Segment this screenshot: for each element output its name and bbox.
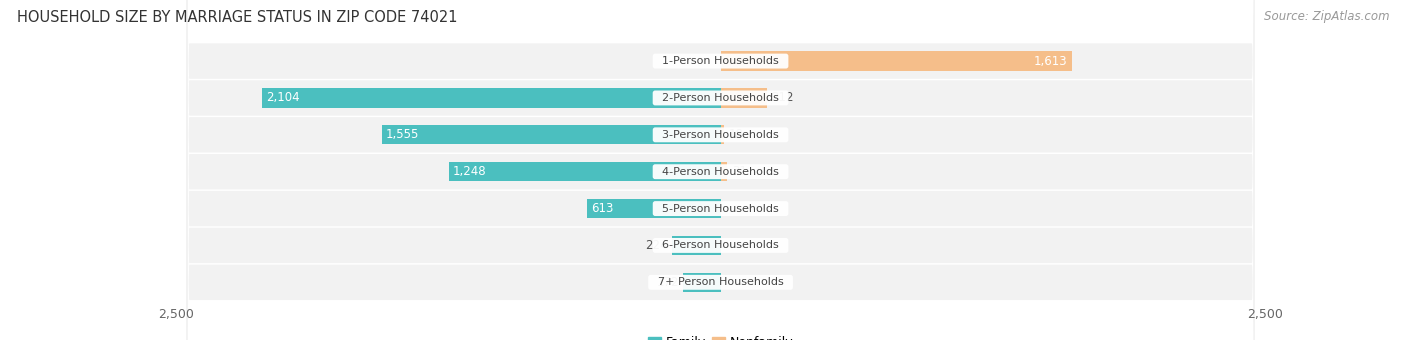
Bar (721, 125, 724, 144)
Bar (672, 236, 721, 255)
Bar (586, 199, 721, 218)
FancyBboxPatch shape (187, 0, 1254, 340)
Text: 1-Person Households: 1-Person Households (655, 56, 786, 66)
Bar (381, 125, 721, 144)
Bar (683, 273, 721, 292)
Legend: Family, Nonfamily: Family, Nonfamily (643, 331, 799, 340)
Text: 2,104: 2,104 (266, 91, 299, 104)
Text: 5-Person Households: 5-Person Households (655, 204, 786, 214)
Text: HOUSEHOLD SIZE BY MARRIAGE STATUS IN ZIP CODE 74021: HOUSEHOLD SIZE BY MARRIAGE STATUS IN ZIP… (17, 10, 457, 25)
Text: 18: 18 (728, 128, 744, 141)
Text: 31: 31 (731, 165, 747, 178)
Text: Source: ZipAtlas.com: Source: ZipAtlas.com (1264, 10, 1389, 23)
FancyBboxPatch shape (187, 0, 1254, 340)
Text: 1,613: 1,613 (1033, 55, 1067, 68)
Text: 172: 172 (657, 276, 679, 289)
Text: 1,555: 1,555 (387, 128, 419, 141)
Text: 7+ Person Households: 7+ Person Households (651, 277, 790, 287)
Text: 1,248: 1,248 (453, 165, 486, 178)
Bar (721, 51, 1073, 71)
FancyBboxPatch shape (187, 0, 1254, 340)
Text: 2-Person Households: 2-Person Households (655, 93, 786, 103)
FancyBboxPatch shape (187, 0, 1254, 340)
Text: 224: 224 (645, 239, 668, 252)
Bar (449, 162, 721, 181)
Text: 3-Person Households: 3-Person Households (655, 130, 786, 140)
FancyBboxPatch shape (187, 0, 1254, 340)
FancyBboxPatch shape (187, 0, 1254, 340)
Bar (721, 162, 727, 181)
FancyBboxPatch shape (187, 0, 1254, 340)
Text: 4-Person Households: 4-Person Households (655, 167, 786, 177)
Text: 613: 613 (592, 202, 613, 215)
Text: 6-Person Households: 6-Person Households (655, 240, 786, 251)
Text: 212: 212 (770, 91, 793, 104)
Bar (721, 88, 766, 107)
Bar (262, 88, 721, 107)
